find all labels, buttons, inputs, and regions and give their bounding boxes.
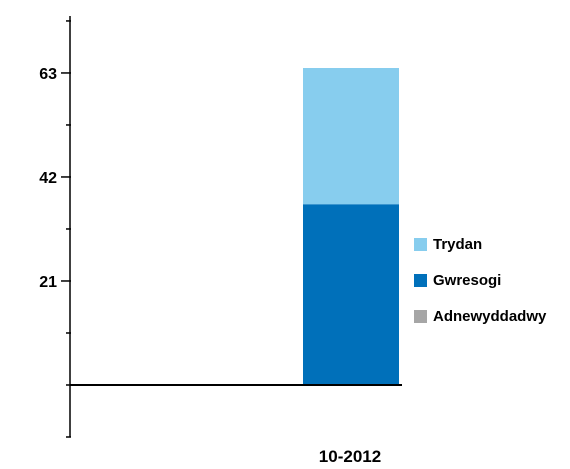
legend-item-adnewyddadwy: Adnewyddadwy [414,307,547,325]
legend-label: Trydan [433,235,483,253]
y-tick-label: 63 [39,66,57,83]
legend-item-trydan: Trydan [414,235,546,253]
y-tick-label: 21 [39,274,57,291]
bars [303,68,399,385]
x-category-label: 10-2012 [319,447,381,466]
legend-item-gwresogi: Gwresogi [414,271,546,289]
legend-label: Gwresogi [433,271,502,289]
legend-swatch [414,309,427,323]
bar-segment-gwresogi [303,204,399,385]
legend-swatch [414,237,427,251]
legend: Trydan Gwresogi Adnewyddadwy [414,236,546,344]
bar-segment-trydan [303,68,399,205]
legend-swatch [414,273,427,287]
y-axis: 21 42 63 [39,16,71,438]
legend-label: Adnewyddadwy [433,307,547,325]
y-tick-label: 42 [39,170,57,187]
x-axis: 10-2012 [70,383,402,466]
